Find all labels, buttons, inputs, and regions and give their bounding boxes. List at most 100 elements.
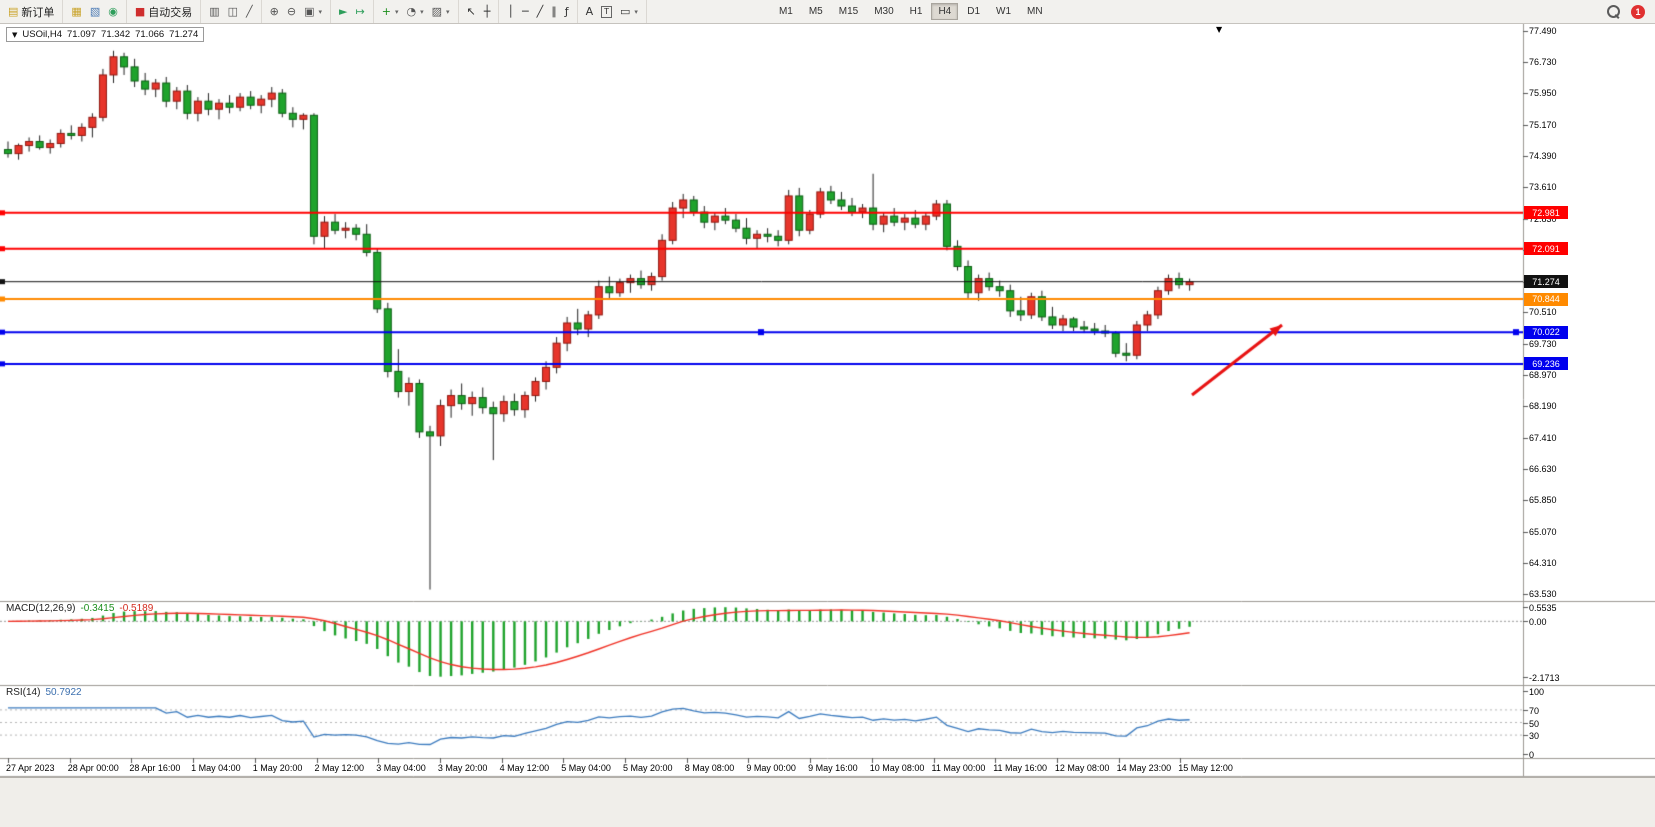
time-tick: 9 May 16:00 bbox=[808, 763, 858, 773]
templates-icon: ▨ bbox=[431, 5, 442, 18]
timeframe-m1[interactable]: M1 bbox=[772, 3, 800, 20]
cursor-button[interactable]: ↖ bbox=[463, 1, 480, 23]
zoom-out-button[interactable]: ⊖ bbox=[283, 1, 300, 23]
text-button[interactable]: A bbox=[582, 1, 598, 23]
shapes-button[interactable]: ▭ ▾ bbox=[616, 1, 642, 23]
text-label-button[interactable]: T bbox=[597, 1, 616, 23]
timeframe-h4[interactable]: H4 bbox=[931, 3, 959, 20]
channel-icon: ∥ bbox=[551, 5, 557, 18]
chart-shift-icon: ↦ bbox=[355, 5, 365, 18]
horizontal-line-icon: ─ bbox=[521, 5, 529, 18]
macd-tick: 0.5535 bbox=[1529, 603, 1557, 614]
time-tick: 5 May 04:00 bbox=[561, 763, 611, 773]
timeframe-m30[interactable]: M30 bbox=[867, 3, 900, 20]
vertical-line-button[interactable]: │ bbox=[503, 1, 518, 23]
timeframe-d1[interactable]: D1 bbox=[960, 3, 987, 20]
timeframe-mn[interactable]: MN bbox=[1020, 3, 1050, 20]
price-tick: 67.410 bbox=[1529, 432, 1557, 443]
search-button[interactable] bbox=[1607, 4, 1621, 19]
timeframe-group: M1 M5 M15 M30 H1 H4 D1 W1 MN bbox=[767, 0, 1055, 23]
search-icon bbox=[1607, 4, 1620, 18]
timeframe-m5[interactable]: M5 bbox=[802, 3, 830, 20]
timeframe-h1[interactable]: H1 bbox=[903, 3, 930, 20]
line-chart-button[interactable]: ╱ bbox=[242, 1, 257, 23]
time-tick: 9 May 00:00 bbox=[746, 763, 796, 773]
time-tick: 2 May 12:00 bbox=[314, 763, 365, 773]
time-tick: 28 Apr 00:00 bbox=[67, 763, 119, 773]
trendline-button[interactable]: ╱ bbox=[533, 1, 548, 23]
crosshair-icon: ┼ bbox=[483, 5, 491, 18]
price-tick: 75.170 bbox=[1529, 119, 1557, 130]
autotrading-button[interactable]: ■ 自动交易 bbox=[131, 1, 196, 23]
market-icon: ◉ bbox=[108, 5, 118, 18]
time-tick: 8 May 08:00 bbox=[684, 763, 735, 773]
price-tick: 65.070 bbox=[1529, 526, 1557, 537]
profiles-button[interactable]: ▧ bbox=[86, 1, 104, 23]
toolbar: ▤ 新订单 ▦ ▧ ◉ ■ 自动交易 ▥ ◫ ╱ ⊕ ⊖ ▣ ▾ ► ↦ + ▾ ◔ ▾ ▨ ▾ ↖ ┼ │ ─ ╱ ∥ ƒ A T ▭ ▾ M1… bbox=[0, 0, 1655, 24]
quote-high: 71.342 bbox=[101, 29, 131, 40]
time-tick: 3 May 20:00 bbox=[437, 763, 488, 773]
dropdown-arrow-icon: ▾ bbox=[445, 7, 450, 16]
zoom-in-icon: ⊕ bbox=[269, 5, 279, 18]
price-tick: 64.310 bbox=[1529, 557, 1557, 568]
horizontal-line-button[interactable]: ─ bbox=[518, 1, 533, 23]
price-tick: 68.970 bbox=[1529, 369, 1557, 380]
time-tick: 5 May 20:00 bbox=[623, 763, 673, 773]
indicators-button[interactable]: + ▾ bbox=[378, 1, 403, 23]
price-line-badge: 69.236 bbox=[1524, 357, 1568, 371]
price-line-badge: 71.274 bbox=[1524, 275, 1568, 289]
text-label-icon: T bbox=[601, 5, 613, 18]
time-tick: 11 May 16:00 bbox=[993, 763, 1048, 773]
time-tick: 1 May 04:00 bbox=[191, 763, 241, 773]
time-tick: 11 May 00:00 bbox=[931, 763, 986, 773]
auto-scroll-button[interactable]: ► bbox=[335, 1, 351, 23]
timeframe-m15[interactable]: M15 bbox=[832, 3, 865, 20]
zoom-in-button[interactable]: ⊕ bbox=[266, 1, 283, 23]
macd-main-value: -0.3415 bbox=[80, 603, 115, 614]
new-order-label: 新订单 bbox=[21, 6, 55, 19]
new-order-button[interactable]: ▤ 新订单 bbox=[4, 1, 58, 23]
bar-chart-button[interactable]: ▥ bbox=[205, 1, 223, 23]
time-tick: 1 May 20:00 bbox=[252, 763, 303, 773]
time-tick: 15 May 12:00 bbox=[1178, 763, 1233, 773]
channel-button[interactable]: ∥ bbox=[547, 1, 561, 23]
profiles-icon: ▧ bbox=[89, 5, 101, 18]
time-tick: 3 May 04:00 bbox=[376, 763, 426, 773]
line-chart-icon: ╱ bbox=[246, 5, 253, 18]
dropdown-arrow-icon: ▾ bbox=[634, 7, 638, 16]
status-bar bbox=[0, 777, 1655, 827]
fibonacci-button[interactable]: ƒ bbox=[561, 1, 573, 23]
time-tick: 10 May 08:00 bbox=[869, 763, 925, 773]
new-chart-button[interactable]: ▦ bbox=[67, 1, 85, 23]
price-tick: 65.850 bbox=[1529, 495, 1557, 506]
templates-button[interactable]: ▨ ▾ bbox=[428, 1, 454, 23]
price-tick: 68.190 bbox=[1529, 401, 1557, 412]
price-tick: 74.390 bbox=[1529, 151, 1557, 162]
price-tick: 63.530 bbox=[1529, 588, 1557, 599]
dropdown-arrow-icon: ▾ bbox=[394, 7, 399, 16]
tile-windows-button[interactable]: ▣ ▾ bbox=[300, 1, 326, 23]
vertical-line-icon: │ bbox=[507, 5, 514, 18]
macd-label: MACD(12,26,9) -0.3415 -0.5189 bbox=[6, 603, 154, 614]
price-line-badge: 72.981 bbox=[1524, 206, 1568, 220]
rsi-tick: 100 bbox=[1529, 687, 1545, 697]
timeframe-w1[interactable]: W1 bbox=[989, 3, 1018, 20]
candlestick-chart-button[interactable]: ◫ bbox=[224, 1, 242, 23]
crosshair-button[interactable]: ┼ bbox=[480, 1, 495, 23]
periods-button[interactable]: ◔ ▾ bbox=[402, 1, 427, 23]
price-tick: 66.630 bbox=[1529, 463, 1557, 474]
time-tick: 27 Apr 2023 bbox=[6, 763, 55, 773]
cursor-icon: ↖ bbox=[466, 5, 476, 18]
price-line-badge: 70.844 bbox=[1524, 292, 1568, 306]
indicators-icon: + bbox=[381, 5, 391, 18]
toolbar-right-group: 1 bbox=[1607, 4, 1655, 19]
price-line-badge: 72.091 bbox=[1524, 242, 1568, 256]
notification-badge[interactable]: 1 bbox=[1631, 4, 1645, 19]
market-button[interactable]: ◉ bbox=[104, 1, 122, 23]
quote-low: 71.066 bbox=[135, 29, 165, 40]
chart-shift-marker-icon[interactable]: ▼ bbox=[1216, 25, 1223, 34]
chart-ohlc-label: ▼ USOil,H4 71.097 71.342 71.066 71.274 bbox=[6, 27, 205, 42]
dropdown-arrow-icon: ▾ bbox=[318, 7, 323, 16]
chart-shift-button[interactable]: ↦ bbox=[352, 1, 369, 23]
